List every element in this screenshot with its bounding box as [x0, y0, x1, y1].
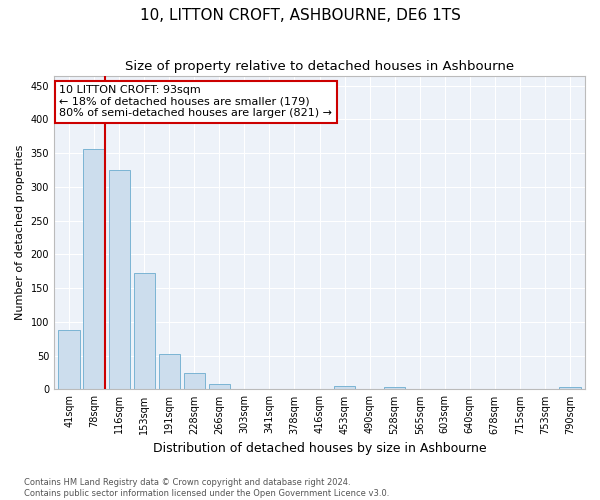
Bar: [184, 372, 205, 390]
Bar: [559, 386, 581, 390]
Bar: [384, 386, 406, 390]
Y-axis label: Number of detached properties: Number of detached properties: [15, 145, 25, 320]
Bar: [209, 384, 230, 390]
Bar: [58, 330, 80, 390]
Text: 10 LITTON CROFT: 93sqm
← 18% of detached houses are smaller (179)
80% of semi-de: 10 LITTON CROFT: 93sqm ← 18% of detached…: [59, 85, 332, 118]
Text: 10, LITTON CROFT, ASHBOURNE, DE6 1TS: 10, LITTON CROFT, ASHBOURNE, DE6 1TS: [140, 8, 460, 22]
Bar: [134, 274, 155, 390]
Bar: [334, 386, 355, 390]
Bar: [158, 354, 180, 390]
Bar: [83, 149, 105, 390]
X-axis label: Distribution of detached houses by size in Ashbourne: Distribution of detached houses by size …: [153, 442, 487, 455]
Title: Size of property relative to detached houses in Ashbourne: Size of property relative to detached ho…: [125, 60, 514, 73]
Bar: [109, 170, 130, 390]
Text: Contains HM Land Registry data © Crown copyright and database right 2024.
Contai: Contains HM Land Registry data © Crown c…: [24, 478, 389, 498]
